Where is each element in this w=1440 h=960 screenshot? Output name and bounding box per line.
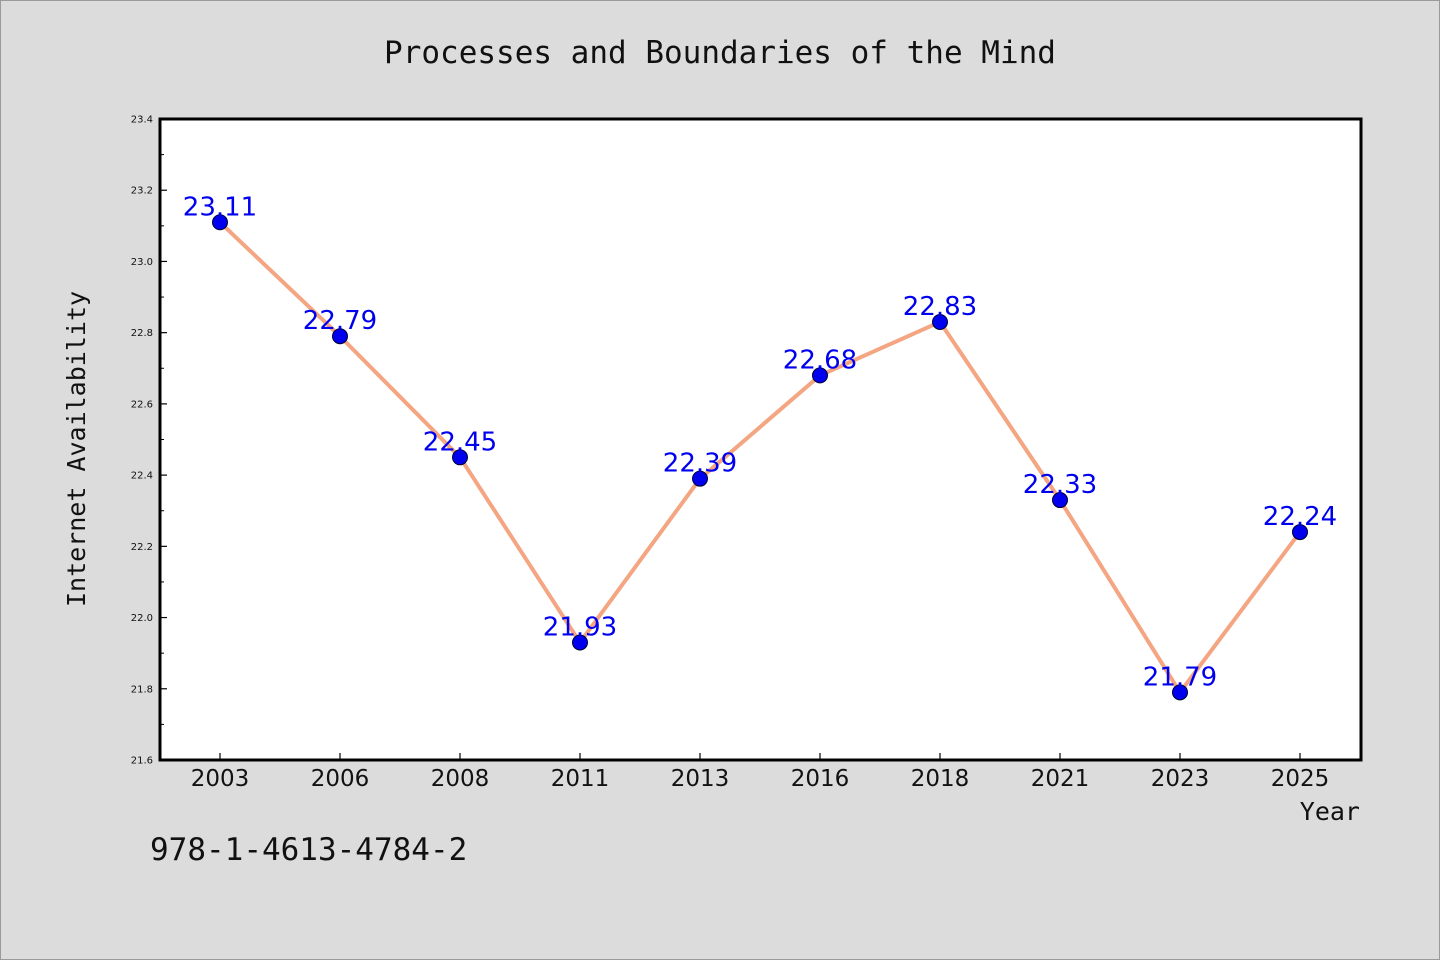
data-point: [332, 328, 348, 345]
data-label: 22.83: [903, 292, 977, 322]
data-point: [212, 214, 228, 231]
y-axis: 21.6 21.8 22.0 22.2 22.4 22.6 22.8 23.0 23.2 23.4: [131, 115, 167, 767]
data-label: 22.68: [783, 345, 857, 375]
x-axis: 2003 2006 2008 2011 2013 2016 2018 2021 2023 2025: [191, 753, 1330, 792]
data-label: 22.39: [663, 449, 737, 479]
chart-title: Processes and Boundaries of the Mind: [384, 35, 1056, 71]
data-label: 21.93: [543, 612, 617, 642]
data-point: [1052, 492, 1068, 509]
x-tick-label: 2025: [1271, 766, 1330, 792]
x-tick-label: 2021: [1031, 766, 1090, 792]
y-tick-label: 23.2: [131, 186, 153, 197]
data-label: 22.24: [1263, 502, 1337, 532]
series-line: [218, 220, 1302, 695]
data-label: 22.45: [423, 427, 497, 457]
y-tick-label: 21.8: [131, 684, 153, 695]
data-point: [932, 313, 948, 330]
y-tick-label: 23.0: [131, 257, 153, 268]
data-point: [452, 449, 468, 466]
data-point: [812, 367, 828, 384]
y-tick-label: 21.6: [131, 756, 153, 767]
y-tick-label: 22.4: [131, 471, 153, 482]
isbn-label: 978-1-4613-4784-2: [150, 832, 468, 868]
y-tick-label: 22.8: [131, 328, 153, 339]
data-label: 22.33: [1023, 470, 1097, 500]
y-axis-label: Internet Availability: [62, 291, 91, 607]
x-tick-label: 2003: [191, 766, 250, 792]
data-label: 21.79: [1143, 662, 1217, 692]
x-tick-label: 2023: [1151, 766, 1210, 792]
y-tick-label: 23.4: [131, 115, 153, 126]
y-tick-label: 22.0: [131, 613, 153, 624]
data-point: [1172, 684, 1188, 701]
data-point: [572, 634, 588, 651]
data-label: 22.79: [303, 306, 377, 336]
x-tick-label: 2013: [671, 766, 730, 792]
y-tick-label: 22.2: [131, 542, 153, 553]
x-tick-label: 2018: [911, 766, 970, 792]
data-point: [1292, 524, 1308, 541]
x-tick-label: 2006: [311, 766, 370, 792]
data-point: [692, 470, 708, 487]
x-tick-label: 2011: [551, 766, 610, 792]
plot-area: [158, 117, 1363, 762]
data-label: 23.11: [183, 192, 257, 222]
series-internet-availability: 23.11 22.79 22.45 21.93 22.39 22.68 22.83 22.33…: [183, 192, 1337, 701]
x-tick-label: 2016: [791, 766, 850, 792]
x-axis-label: Year: [1300, 797, 1360, 826]
x-tick-label: 2008: [431, 766, 490, 792]
y-tick-label: 22.6: [131, 399, 153, 410]
